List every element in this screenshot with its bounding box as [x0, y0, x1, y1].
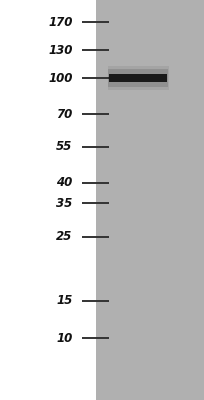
Text: 70: 70 [56, 108, 72, 120]
Text: 130: 130 [48, 44, 72, 56]
Text: 10: 10 [56, 332, 72, 344]
Text: 15: 15 [56, 294, 72, 307]
Text: 35: 35 [56, 197, 72, 210]
Bar [96, 0, 204, 400]
Bar [108, 66, 169, 90]
Text: 40: 40 [56, 176, 72, 189]
Text: 55: 55 [56, 140, 72, 153]
Bar [108, 69, 168, 86]
Text: 100: 100 [48, 72, 72, 84]
Text: 25: 25 [56, 230, 72, 243]
Bar [109, 74, 167, 82]
Text: 170: 170 [48, 16, 72, 28]
